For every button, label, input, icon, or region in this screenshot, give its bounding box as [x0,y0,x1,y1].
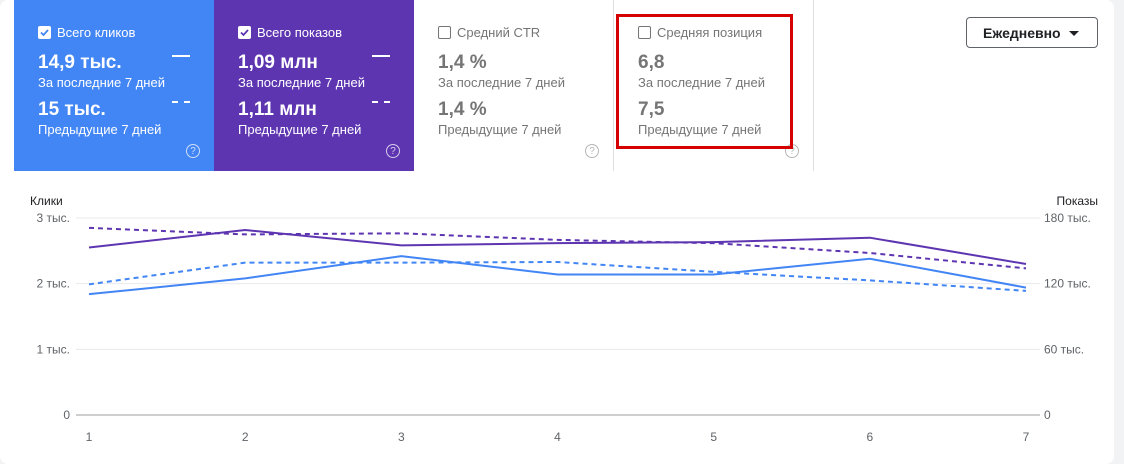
y-right-tick-label: 120 тыс. [1044,277,1091,291]
y-right-tick-label: 180 тыс. [1044,211,1091,225]
clicks-current-line [88,255,1027,296]
x-tick-label: 3 [398,430,405,444]
tile-label: Всего показов [257,24,342,40]
y-right-tick-label: 60 тыс. [1044,342,1084,356]
x-tick-label: 5 [710,430,717,444]
granularity-dropdown[interactable]: Ежедневно [966,17,1098,48]
x-tick-label: 1 [86,430,93,444]
series-lines [88,226,1027,296]
y-left-tick-label: 3 тыс. [37,211,70,225]
tile-current-label: За последние 7 дней [38,75,165,90]
legend-dashed-line-icon [172,101,190,103]
tile-header: Средняя позиция [638,24,813,40]
tile-header: Всего кликов [38,24,214,40]
x-tick-label: 4 [554,430,561,444]
x-tick-label: 7 [1023,430,1030,444]
metric-tiles: Всего кликов 14,9 тыс. За последние 7 дн… [14,0,814,171]
y-left-axis-title: Клики [30,194,63,208]
tile-average-position[interactable]: Средняя позиция 6,8 За последние 7 дней … [614,0,814,171]
tile-previous-label: Предыдущие 7 дней [438,122,562,137]
legend-solid-line-icon [372,55,390,57]
tile-label: Средний CTR [457,24,541,40]
tile-current-value: 1,09 млн [238,52,318,73]
tile-previous-value: 1,11 млн [238,99,317,120]
y-left-tick-label: 0 [63,408,70,422]
tile-current-label: За последние 7 дней [438,75,565,90]
tile-previous-label: Предыдущие 7 дней [638,122,762,137]
tile-previous-label: Предыдущие 7 дней [238,122,362,137]
tile-header: Средний CTR [438,24,613,40]
tile-current-label: За последние 7 дней [638,75,765,90]
tile-current-label: За последние 7 дней [238,75,365,90]
tile-previous-value: 7,5 [638,99,665,120]
y-right-tick-label: 0 [1044,408,1051,422]
impressions-previous-line [88,226,1027,270]
tile-current-value: 6,8 [638,52,665,73]
tile-total-clicks[interactable]: Всего кликов 14,9 тыс. За последние 7 дн… [14,0,214,171]
performance-chart: Клики Показы 0 1 тыс. 2 тыс. 3 тыс. 0 60 тыс.… [30,194,1098,444]
caret-down-icon [1069,31,1079,36]
impressions-current-line [88,229,1027,265]
tile-average-ctr[interactable]: Средний CTR 1,4 % За последние 7 дней 1,… [414,0,614,171]
checkbox-checked-icon[interactable] [238,25,251,39]
tile-current-value: 14,9 тыс. [38,52,122,73]
tile-header: Всего показов [238,24,414,40]
clicks-previous-line [88,260,1027,292]
help-icon[interactable]: ? [386,144,400,158]
y-left-tick-label: 1 тыс. [37,342,70,356]
checkbox-checked-icon[interactable] [38,25,51,39]
tile-label: Всего кликов [57,24,136,40]
tile-label: Средняя позиция [657,24,763,40]
grid [76,217,1040,416]
legend-dashed-line-icon [372,101,390,103]
tile-total-impressions[interactable]: Всего показов 1,09 млн За последние 7 дн… [214,0,414,171]
tile-previous-label: Предыдущие 7 дней [38,122,162,137]
tile-previous-value: 1,4 % [438,99,487,120]
x-tick-label: 2 [242,430,249,444]
x-tick-label: 6 [866,430,873,444]
tile-previous-value: 15 тыс. [38,99,106,120]
help-icon[interactable]: ? [186,144,200,158]
y-left-tick-label: 2 тыс. [37,277,70,291]
tile-current-value: 1,4 % [438,52,487,73]
help-icon[interactable]: ? [585,144,599,158]
checkbox-unchecked-icon[interactable] [438,25,451,39]
y-right-axis-title: Показы [1057,194,1098,208]
legend-solid-line-icon [172,55,190,57]
help-icon[interactable]: ? [785,144,799,158]
checkbox-unchecked-icon[interactable] [638,25,651,39]
axis-ticks: 0 1 тыс. 2 тыс. 3 тыс. 0 60 тыс. 120 тыс. 180 т… [37,211,1091,444]
dropdown-label: Ежедневно [983,24,1061,41]
